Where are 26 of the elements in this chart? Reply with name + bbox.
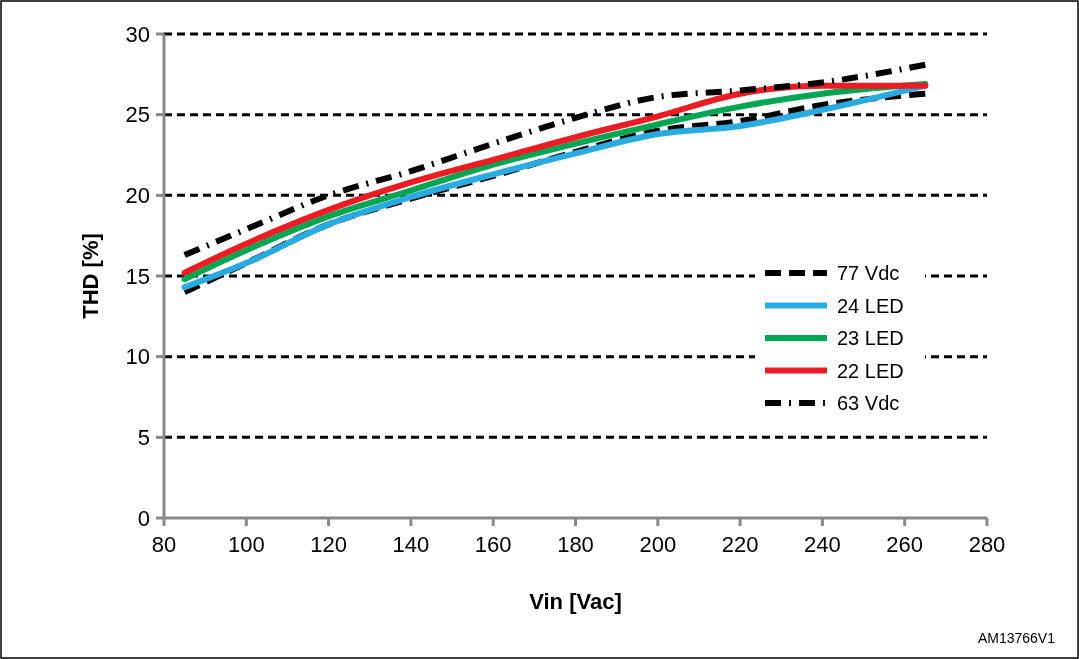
x-tick-label: 180 bbox=[557, 532, 594, 557]
x-tick-label: 260 bbox=[886, 532, 924, 557]
text: AM13766V1 bbox=[977, 630, 1056, 646]
x-axis-title: Vin [Vac] bbox=[529, 589, 622, 614]
legend-label: 24 LED bbox=[837, 294, 904, 317]
x-tick-label: 220 bbox=[721, 532, 759, 557]
legend-label: 77 Vdc bbox=[837, 262, 900, 284]
y-tick-label: 15 bbox=[125, 263, 150, 289]
x-tick-label: 120 bbox=[310, 532, 347, 557]
y-tick-label: 0 bbox=[137, 505, 150, 531]
y-tick-label: 20 bbox=[125, 183, 150, 209]
x-tick-label: 200 bbox=[639, 532, 677, 557]
y-tick-label: 5 bbox=[137, 425, 150, 451]
y-tick-label: 10 bbox=[125, 344, 150, 370]
x-tick-label: 160 bbox=[474, 532, 512, 557]
legend-label: 23 LED bbox=[837, 327, 904, 349]
x-tick-label: 80 bbox=[151, 532, 177, 557]
x-tick-label: 100 bbox=[227, 532, 265, 557]
y-tick-label: 30 bbox=[125, 21, 150, 47]
legend-label: 63 Vdc bbox=[837, 392, 900, 414]
x-tick-label: 140 bbox=[392, 532, 430, 557]
y-axis-title: THD [%] bbox=[78, 233, 103, 319]
y-tick-label: 25 bbox=[125, 102, 150, 128]
legend-label: 22 LED bbox=[837, 359, 904, 382]
x-tick-label: 240 bbox=[804, 532, 841, 557]
x-tick-label: 280 bbox=[968, 532, 1006, 557]
